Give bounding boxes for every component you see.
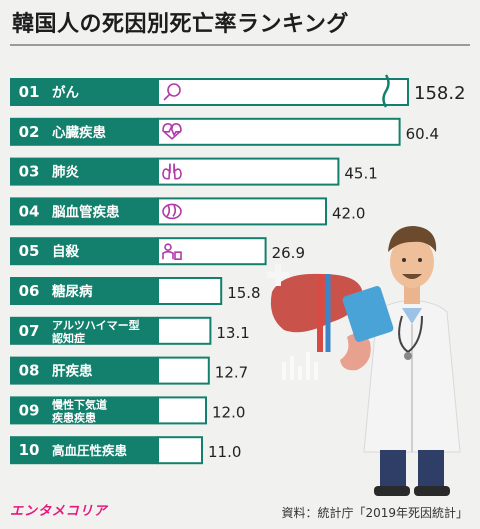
rank-label: 10 [19,441,40,459]
category-label: 疾患疾患 [52,410,96,424]
bar-08 [157,356,210,385]
bar-01 [157,78,409,106]
rank-label: 05 [19,242,40,260]
rank-badge [10,197,48,226]
bar-09 [157,396,207,425]
organ-illustration [267,264,371,380]
bar-05 [157,237,267,266]
category-label: 心臓疾患 [52,124,106,141]
category-label: 脳血管疾患 [52,203,120,220]
category-box [48,197,158,226]
lungs-icon [162,163,182,180]
category-label: 高血圧性疾患 [52,443,128,458]
source-note: 資料：統計庁「2019年死因統計」 [281,506,468,520]
axis-break [382,74,390,108]
value-label: 45.1 [344,165,377,183]
value-label: 60.4 [406,125,439,143]
rank-badge [10,316,48,345]
bar-03 [157,157,340,186]
category-label: 肺炎 [52,165,79,181]
category-label: 慢性下気道 [52,397,107,411]
magnifier-icon [163,83,181,101]
value-label: 15.8 [227,284,260,302]
rank-badge [10,356,48,385]
bar-04 [157,197,327,226]
category-label: 認知症 [52,331,85,345]
brain-icon [162,203,182,220]
doctor-illustration [267,226,461,496]
title-divider [10,44,470,46]
category-label: 糖尿病 [52,283,93,300]
value-label: 42.0 [332,204,365,222]
category-label: がん [52,84,79,101]
rank-badge [10,436,48,465]
bar-10 [157,436,203,465]
value-label: 26.9 [272,244,305,262]
rank-badge [10,117,48,146]
category-box [48,436,158,465]
rank-label: 08 [19,362,40,380]
bar-06 [157,277,223,305]
category-box [48,356,158,385]
rank-label: 01 [19,83,40,101]
value-label: 12.0 [212,403,245,421]
rank-badge [10,157,48,186]
bar-02 [157,117,401,146]
category-box [48,157,158,186]
category-label: 肝疾患 [52,363,93,380]
category-label: アルツハイマー型 [52,318,140,332]
rank-badge [10,237,48,266]
category-box [48,316,158,345]
value-label: 13.1 [216,324,249,342]
category-box [48,237,158,266]
category-box [48,396,158,425]
category-label: 自殺 [52,243,79,260]
rank-label: 02 [19,123,40,141]
rank-badge [10,277,48,305]
value-label: 158.2 [414,83,466,104]
rank-badge [10,78,48,106]
rank-label: 06 [19,282,40,300]
rank-label: 03 [19,163,40,181]
person-icon [162,243,182,260]
category-box [48,78,158,106]
rank-label: 09 [19,401,40,419]
category-box [48,277,158,305]
page-title: 韓国人の死因別死亡率ランキング [12,12,349,37]
rank-badge [10,396,48,425]
heart-icon [162,122,182,140]
rank-label: 04 [19,202,40,220]
category-box [48,117,158,146]
value-label: 12.7 [215,364,248,382]
bar-07 [157,316,212,345]
value-label: 11.0 [208,443,241,461]
brand-logo: エンタメコリア [10,504,108,519]
rank-label: 07 [19,322,40,340]
